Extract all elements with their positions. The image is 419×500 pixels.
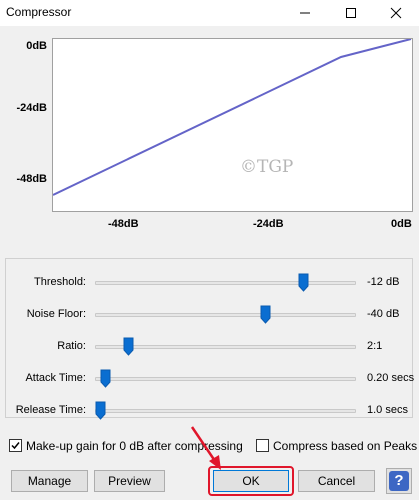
release-time-label: Release Time:: [15, 404, 86, 416]
preview-button[interactable]: Preview: [94, 470, 165, 492]
cancel-button[interactable]: Cancel: [298, 470, 375, 492]
threshold-slider[interactable]: [95, 281, 356, 285]
attack-time-value: 0.20 secs: [367, 372, 415, 384]
threshold-label: Threshold:: [34, 276, 86, 288]
x-tick-label: 0dB: [391, 218, 412, 230]
transfer-curve-svg: [53, 39, 412, 196]
ratio-slider-thumb[interactable]: [123, 337, 134, 356]
release-time-slider-thumb[interactable]: [95, 401, 106, 420]
attack-time-label: Attack Time:: [25, 372, 86, 384]
attack-time-slider-thumb[interactable]: [100, 369, 111, 388]
checkmark-icon: [11, 442, 20, 450]
ok-button[interactable]: OK: [213, 470, 289, 492]
help-button[interactable]: ?: [386, 468, 412, 494]
compress-peaks-checkbox-box[interactable]: [256, 439, 269, 452]
threshold-value: -12 dB: [367, 276, 400, 288]
attack-time-slider[interactable]: [95, 377, 356, 381]
ok-highlight-box: [208, 466, 294, 496]
compressor-controls: Threshold: -12 dB Noise Floor: -40 dB Ra…: [5, 258, 414, 421]
transfer-curve: [53, 39, 412, 196]
noise-floor-label: Noise Floor:: [26, 308, 86, 320]
threshold-slider-thumb[interactable]: [298, 273, 309, 292]
maximize-button[interactable]: [328, 0, 374, 26]
y-tick-label: -48dB: [16, 173, 47, 185]
compression-graph: 0dB -24dB -48dB ©TGP -48dB -24dB 0dB: [0, 26, 419, 251]
makeup-gain-checkbox-box[interactable]: [9, 439, 22, 452]
threshold-row: Threshold: -12 dB: [6, 273, 414, 293]
minimize-button[interactable]: [282, 0, 328, 26]
ratio-value: 2:1: [367, 340, 383, 352]
compressor-dialog: 0dB -24dB -48dB ©TGP -48dB -24dB 0dB Thr…: [0, 26, 419, 500]
x-tick-label: -48dB: [108, 218, 139, 230]
noise-floor-slider[interactable]: [95, 313, 356, 317]
title-bar: Compressor: [0, 0, 419, 26]
help-icon: ?: [389, 471, 409, 491]
noise-floor-value: -40 dB: [367, 308, 400, 320]
transfer-curve-plot: ©TGP: [52, 38, 413, 212]
close-button[interactable]: [373, 0, 419, 26]
minimize-icon: [300, 12, 310, 14]
release-time-row: Release Time: 1.0 secs: [6, 401, 414, 421]
release-time-slider[interactable]: [95, 409, 356, 413]
close-icon: [390, 7, 402, 19]
window-title: Compressor: [6, 5, 72, 19]
annotation-arrow-icon: [190, 426, 221, 470]
y-tick-label: 0dB: [26, 40, 47, 52]
release-time-value: 1.0 secs: [367, 404, 408, 416]
ratio-slider[interactable]: [95, 345, 356, 349]
ratio-label: Ratio:: [57, 340, 86, 352]
attack-time-row: Attack Time: 0.20 secs: [6, 369, 414, 389]
maximize-icon: [346, 8, 356, 18]
manage-button[interactable]: Manage: [11, 470, 88, 492]
x-tick-label: -24dB: [253, 218, 284, 230]
watermark: ©TGP: [240, 157, 294, 177]
noise-floor-slider-thumb[interactable]: [260, 305, 271, 324]
makeup-gain-label: Make-up gain for 0 dB after compressing: [26, 439, 243, 453]
y-tick-label: -24dB: [16, 102, 47, 114]
ratio-row: Ratio: 2:1: [6, 337, 414, 357]
noise-floor-row: Noise Floor: -40 dB: [6, 305, 414, 325]
compress-peaks-label: Compress based on Peaks: [273, 439, 418, 453]
